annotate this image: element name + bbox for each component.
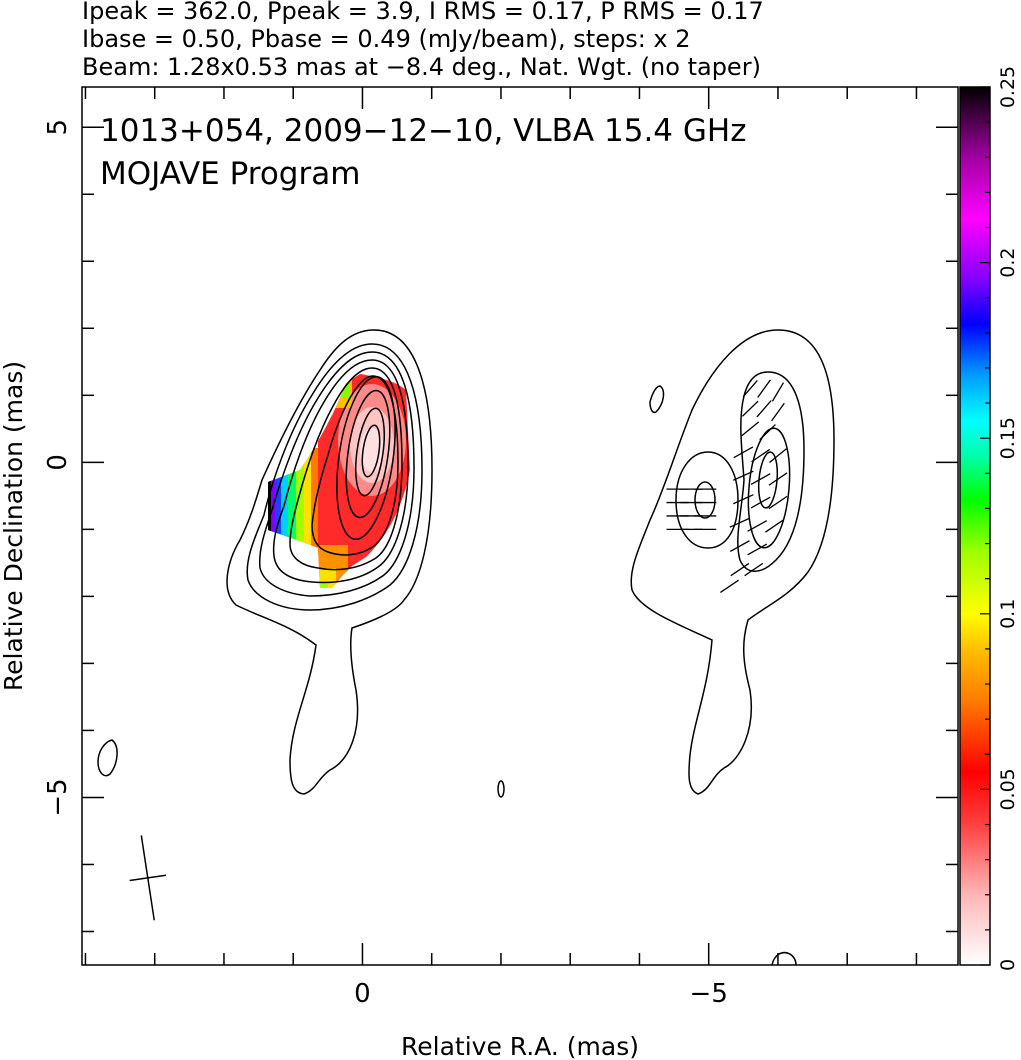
x-axis-ticks: 0 −5 xyxy=(84,87,918,1009)
header-beam-line: Beam: 1.28x0.53 mas at −8.4 deg., Nat. W… xyxy=(82,53,761,81)
colorbar-tick-label: 0.15 xyxy=(997,417,1019,459)
y-axis-ticks: 5 0 −5 xyxy=(43,119,958,933)
evpa-vector xyxy=(747,520,768,532)
plot-subtitle: MOJAVE Program xyxy=(100,156,360,192)
evpa-vector xyxy=(747,543,768,556)
plot-title: 1013+054, 2009−12−10, VLBA 15.4 GHz xyxy=(100,113,746,149)
beam-minor-axis xyxy=(129,874,167,882)
evpa-vector xyxy=(733,470,754,481)
evpa-vector xyxy=(729,517,751,528)
evpa-vector xyxy=(733,446,754,459)
stokes-i-contours xyxy=(97,329,797,965)
contour-p-outer xyxy=(630,329,835,795)
contour-i-level-7 xyxy=(336,375,396,541)
evpa-vector xyxy=(769,448,787,464)
y-tick-label: 0 xyxy=(43,454,73,471)
polarized-intensity-contours xyxy=(630,329,835,795)
contour-island-edge xyxy=(771,951,797,965)
contour-island-left xyxy=(97,739,118,777)
evpa-vector xyxy=(744,562,764,577)
evpa-vector xyxy=(759,424,776,441)
contour-p-component-a xyxy=(675,451,739,549)
contour-i-level-10 xyxy=(361,424,381,478)
contour-i-outer xyxy=(226,329,433,795)
evpa-vector xyxy=(750,496,771,509)
colorbar-tick-label: 0 xyxy=(997,959,1019,971)
colorbar-tick-label: 0.1 xyxy=(997,599,1019,629)
colorbar: 0 0.05 0.1 0.15 0.2 0.25 xyxy=(959,66,1019,971)
evpa-vector xyxy=(751,448,771,463)
contour-p-component-a-inner xyxy=(694,481,716,519)
evpa-vector xyxy=(730,562,750,577)
colorbar-scale xyxy=(959,86,991,966)
contour-p-component-b xyxy=(737,371,805,572)
evpa-vector xyxy=(750,473,771,486)
evpa-vectors xyxy=(666,379,788,594)
evpa-vector xyxy=(765,519,784,533)
x-axis-label: Relative R.A. (mas) xyxy=(401,1032,639,1060)
y-tick-label: −5 xyxy=(43,778,73,816)
evpa-vector xyxy=(768,472,788,486)
plot-frame xyxy=(81,86,959,966)
polarized-intensity-image xyxy=(268,374,410,588)
contour-i-level-4 xyxy=(272,359,409,584)
evpa-vector xyxy=(771,382,785,402)
contour-i-level-6 xyxy=(311,375,399,556)
evpa-vector xyxy=(741,421,760,437)
evpa-vector xyxy=(720,579,739,594)
contour-i-level-5 xyxy=(289,367,403,571)
header-stats-line: Ipeak = 362.0, Ppeak = 3.9, I RMS = 0.17… xyxy=(82,0,764,25)
contour-island-bottom xyxy=(497,780,505,798)
y-tick-label: 5 xyxy=(43,119,73,136)
evpa-vector xyxy=(741,400,759,417)
evpa-vector xyxy=(729,540,750,553)
evpa-vector xyxy=(756,400,772,418)
contour-p-component-b-inner xyxy=(747,427,791,549)
contour-i-level-8 xyxy=(345,389,391,519)
contour-p-component-b-core xyxy=(757,451,779,509)
colorbar-ticks: 0 0.05 0.1 0.15 0.2 0.25 xyxy=(980,66,1019,971)
header-base-line: Ibase = 0.50, Pbase = 0.49 (mJy/beam), s… xyxy=(82,25,691,53)
colorbar-tick-label: 0.25 xyxy=(997,66,1019,108)
x-tick-label: −5 xyxy=(690,979,728,1009)
evpa-vector xyxy=(768,495,788,510)
x-tick-label: 0 xyxy=(354,979,371,1009)
evpa-vector xyxy=(733,494,754,505)
colorbar-tick-label: 0.05 xyxy=(997,768,1019,810)
beam-marker xyxy=(129,835,167,921)
contour-island-right xyxy=(649,385,665,414)
colorbar-tick-label: 0.2 xyxy=(997,247,1019,277)
contour-i-level-2 xyxy=(246,343,423,611)
evpa-vector xyxy=(771,402,785,422)
y-axis-label: Relative Declination (mas) xyxy=(0,361,28,691)
contour-i-level-9 xyxy=(354,407,386,497)
evpa-vector xyxy=(757,379,771,398)
contour-i-level-3 xyxy=(258,351,415,597)
evpa-vector xyxy=(742,379,758,398)
